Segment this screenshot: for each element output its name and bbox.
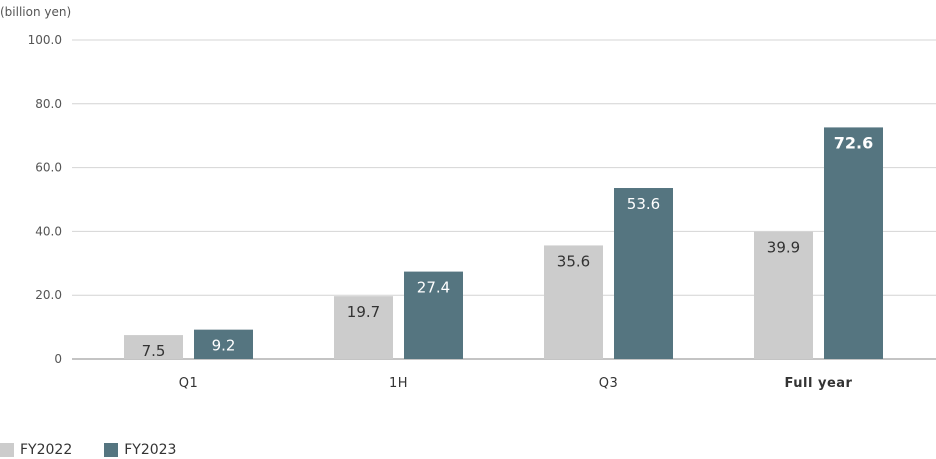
bar-fy2023-1h xyxy=(404,271,463,359)
bar-fy2023-full-year xyxy=(824,127,883,359)
data-labels: 7.5 9.2 19.7 27.4 35.6 53.6 39.9 72.6 xyxy=(142,133,874,360)
data-label: 27.4 xyxy=(417,279,450,297)
legend-item-fy2023: FY2023 xyxy=(104,442,176,458)
y-tick-label: 100.0 xyxy=(28,33,62,47)
data-label: 19.7 xyxy=(347,303,380,321)
x-tick-label: 1H xyxy=(389,376,408,391)
bars xyxy=(124,127,883,359)
y-tick-label: 0 xyxy=(54,352,62,366)
bar-fy2022-1h xyxy=(334,296,393,359)
unit-label: (billion yen) xyxy=(0,5,71,19)
bar-fy2022-q3 xyxy=(544,245,603,359)
y-axis-ticks: 0 20.0 40.0 60.0 80.0 100.0 xyxy=(28,33,62,366)
data-label: 39.9 xyxy=(767,239,800,257)
bar-fy2022-q1 xyxy=(124,335,183,359)
data-label: 7.5 xyxy=(142,342,166,360)
x-tick-label: Q1 xyxy=(179,376,199,391)
legend-label-fy2022: FY2022 xyxy=(20,442,73,458)
data-label: 35.6 xyxy=(557,252,590,270)
legend-item-fy2022: FY2022 xyxy=(0,442,72,458)
y-tick-label: 60.0 xyxy=(35,161,62,175)
x-tick-label: Full year xyxy=(785,376,853,391)
bar-fy2023-q1 xyxy=(194,329,253,359)
legend-swatch-fy2023 xyxy=(104,443,119,457)
y-tick-label: 20.0 xyxy=(35,288,62,302)
bar-chart: (billion yen) 0 20.0 40.0 60.0 80.0 100.0 7.5… xyxy=(0,5,936,391)
legend-swatch-fy2022 xyxy=(0,443,14,457)
bar-fy2023-q3 xyxy=(614,188,673,359)
bar-fy2022-full-year xyxy=(754,231,813,359)
x-tick-label: Q3 xyxy=(599,376,619,391)
y-tick-label: 80.0 xyxy=(35,97,62,111)
x-axis-ticks: Q1 1H Q3 Full year xyxy=(179,376,853,391)
legend-label-fy2023: FY2023 xyxy=(124,442,177,458)
data-label: 9.2 xyxy=(212,337,236,355)
legend: FY2022 FY2023 xyxy=(0,441,208,459)
data-label: 72.6 xyxy=(834,133,873,152)
data-label: 53.6 xyxy=(627,195,660,213)
y-tick-label: 40.0 xyxy=(35,224,62,238)
